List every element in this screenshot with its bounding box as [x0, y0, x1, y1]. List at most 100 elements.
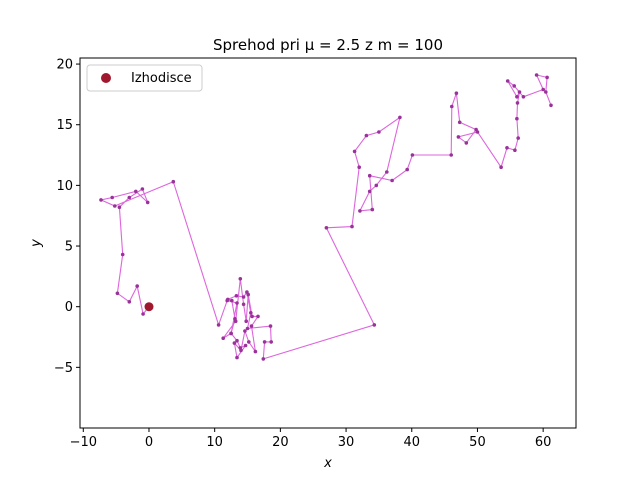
- walk-point: [232, 341, 237, 345]
- x-tick-label: 0: [145, 435, 153, 450]
- y-tick-label: 0: [65, 300, 73, 315]
- walk-point: [256, 314, 260, 319]
- chart-title: Sprehod pri μ = 2.5 z m = 100: [213, 36, 443, 54]
- plot-frame: [79, 57, 577, 429]
- walk-point: [238, 346, 243, 350]
- walk-point: [241, 295, 246, 299]
- walk-point: [243, 329, 247, 333]
- walk-point: [405, 167, 410, 172]
- walk-point: [515, 95, 519, 99]
- walk-point: [410, 153, 415, 157]
- walk-point: [367, 173, 372, 178]
- y-tick-label: 5: [65, 240, 73, 255]
- walk-point: [370, 207, 375, 212]
- walk-point: [457, 120, 462, 125]
- walk-point: [135, 284, 139, 288]
- walk-point: [99, 198, 103, 202]
- walk-point: [243, 343, 248, 348]
- x-tick-label: 40: [403, 435, 420, 450]
- walk-point: [229, 331, 233, 336]
- walk-point: [454, 91, 459, 95]
- walk-point: [505, 146, 509, 150]
- walk-point: [234, 294, 239, 298]
- y-tick-label: 20: [56, 58, 73, 73]
- walk-point: [245, 290, 249, 294]
- x-tick-label: 30: [338, 435, 355, 450]
- x-tick-label: 20: [272, 435, 289, 450]
- start-marker: [144, 302, 154, 312]
- legend-label-start: Izhodisce: [131, 71, 192, 86]
- walk-point: [127, 195, 132, 200]
- walk-point: [549, 103, 553, 108]
- walk-point: [117, 205, 122, 209]
- walk-point: [269, 340, 274, 344]
- walk-point: [545, 75, 549, 80]
- walk-point: [513, 148, 517, 152]
- y-tick-label: 10: [56, 179, 73, 194]
- walk-point: [324, 226, 329, 230]
- walk-point: [245, 326, 250, 331]
- walk-point: [544, 90, 548, 94]
- plot-area: [80, 58, 576, 428]
- walk-point: [250, 314, 254, 319]
- walk-point: [385, 170, 389, 174]
- walk-point: [512, 84, 516, 88]
- walk-point: [140, 187, 145, 191]
- walk-point: [226, 297, 230, 302]
- x-axis-ticks: −10 0 10 20 30 40 50 60: [70, 428, 552, 450]
- walk-point: [145, 200, 150, 205]
- walk-point: [456, 135, 461, 139]
- walk-point: [515, 116, 519, 121]
- walk-point: [352, 149, 357, 154]
- walk-point: [233, 317, 237, 321]
- x-tick-label: −10: [70, 435, 97, 450]
- legend: Izhodisce: [86, 64, 203, 92]
- start-point: [144, 302, 154, 312]
- walk-point: [221, 336, 225, 341]
- walk-point: [364, 133, 369, 138]
- legend-marker-start: [101, 73, 111, 83]
- walk-point: [398, 115, 402, 120]
- legend-box: [86, 64, 203, 92]
- walk-point: [115, 291, 120, 296]
- walk-point: [238, 277, 243, 281]
- walk-point: [110, 195, 114, 200]
- walk-point: [350, 224, 354, 229]
- walk-point: [517, 90, 522, 94]
- y-axis-ticks: −5 0 5 10 15 20: [54, 58, 80, 376]
- walk-point: [216, 323, 221, 327]
- y-tick-label: −5: [54, 361, 73, 376]
- walk-point: [241, 302, 246, 307]
- walk-point: [268, 324, 273, 328]
- y-tick-label: 15: [56, 118, 73, 133]
- walk-point: [505, 79, 510, 83]
- walk-point: [450, 104, 454, 109]
- walk-point: [377, 130, 381, 134]
- walk-point: [262, 340, 267, 344]
- x-tick-label: 60: [535, 435, 552, 450]
- walk-point: [390, 178, 394, 183]
- walk-point: [464, 141, 469, 145]
- walk-point: [249, 324, 254, 328]
- walk-point: [374, 183, 379, 188]
- walk-point: [247, 340, 251, 344]
- walk-point: [358, 209, 362, 213]
- walk-point: [372, 323, 377, 327]
- walk-point: [515, 101, 520, 105]
- walk-point: [449, 153, 454, 157]
- walk-point: [534, 73, 539, 77]
- x-tick-label: 50: [469, 435, 486, 450]
- walk-point: [357, 165, 362, 169]
- walk-point: [120, 252, 125, 257]
- walk-point: [134, 189, 138, 194]
- walk-point: [235, 301, 239, 305]
- walk-point: [516, 136, 520, 140]
- walk-point: [113, 204, 117, 208]
- walk-point: [235, 355, 239, 360]
- walk-point: [171, 179, 176, 184]
- x-axis-label: x: [323, 456, 332, 471]
- walk-point: [475, 130, 480, 134]
- walk-point: [541, 87, 545, 92]
- walk-point: [253, 349, 258, 354]
